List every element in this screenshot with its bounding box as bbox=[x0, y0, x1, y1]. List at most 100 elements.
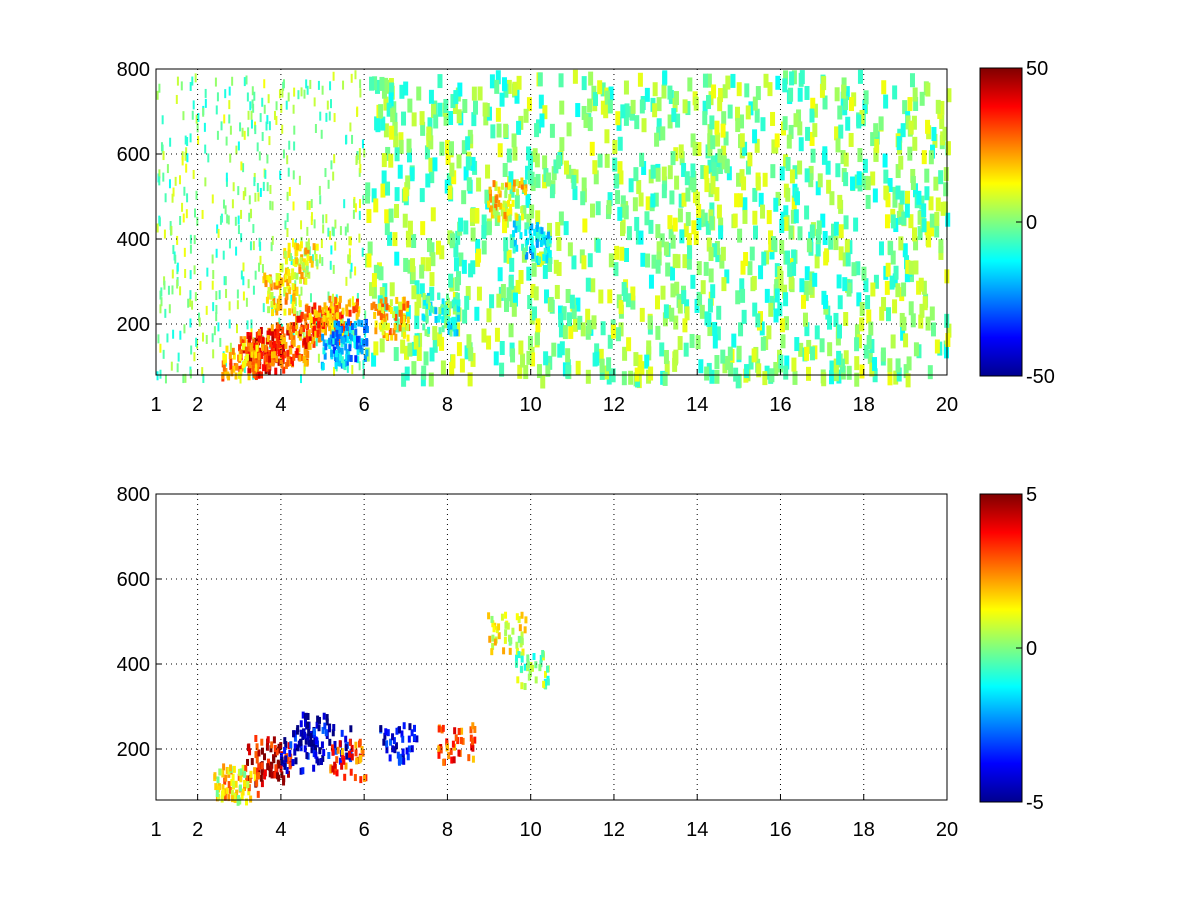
top-noise-cell bbox=[863, 175, 869, 190]
top-noise-cell bbox=[406, 233, 412, 248]
top-heatmap-cell bbox=[267, 275, 271, 283]
top-heatmap-cell bbox=[347, 354, 351, 362]
bottom-heatmap-cell bbox=[214, 783, 218, 791]
bottom-heatmap-cell bbox=[408, 723, 412, 731]
top-noise-cell bbox=[671, 108, 677, 123]
top-noise-cell bbox=[780, 211, 786, 226]
top-noise-cell bbox=[273, 110, 276, 120]
bottom-x-tick-label: 2 bbox=[192, 819, 203, 841]
top-heatmap-cell bbox=[296, 243, 300, 251]
top-noise-cell bbox=[675, 113, 681, 128]
top-noise-cell bbox=[651, 254, 657, 269]
top-noise-cell bbox=[799, 278, 805, 293]
bottom-heatmap-cell bbox=[221, 789, 225, 797]
top-noise-cell bbox=[793, 209, 799, 224]
top-noise-cell bbox=[476, 286, 482, 301]
top-noise-cell bbox=[158, 83, 161, 93]
top-noise-cell bbox=[945, 332, 951, 347]
top-noise-cell bbox=[476, 177, 482, 192]
top-noise-cell bbox=[540, 374, 546, 389]
top-noise-cell bbox=[652, 82, 658, 97]
top-heatmap-cell bbox=[241, 361, 245, 369]
top-noise-cell bbox=[764, 288, 770, 303]
top-noise-cell bbox=[803, 287, 809, 302]
top-noise-cell bbox=[465, 136, 471, 151]
bottom-heatmap-cell bbox=[454, 734, 458, 742]
top-heatmap-cell bbox=[492, 180, 496, 188]
bottom-heatmap-cell bbox=[504, 611, 508, 619]
top-heatmap-cell bbox=[546, 239, 550, 247]
top-heatmap-cell bbox=[312, 340, 316, 348]
top-heatmap-cell bbox=[272, 340, 276, 348]
top-noise-cell bbox=[673, 349, 679, 364]
top-noise-cell bbox=[797, 226, 803, 241]
top-noise-cell bbox=[646, 340, 652, 355]
top-noise-cell bbox=[489, 294, 495, 309]
top-noise-cell bbox=[506, 79, 512, 94]
top-noise-cell bbox=[287, 92, 290, 102]
bottom-x-tick-label: 12 bbox=[603, 819, 625, 841]
top-heatmap-cell bbox=[282, 341, 286, 349]
top-heatmap-cell bbox=[519, 232, 523, 240]
top-heatmap-cell bbox=[456, 314, 460, 322]
top-heatmap-cell bbox=[362, 339, 366, 347]
bottom-heatmap-cell bbox=[546, 678, 550, 686]
bottom-heatmap-cell bbox=[250, 758, 254, 766]
top-heatmap-cell bbox=[447, 321, 451, 329]
top-heatmap-cell bbox=[271, 359, 275, 367]
top-heatmap-cell bbox=[277, 358, 281, 366]
top-heatmap-cell bbox=[531, 251, 535, 259]
bottom-heatmap-cell bbox=[527, 673, 531, 681]
top-noise-cell bbox=[449, 233, 455, 248]
bottom-heatmap-cell bbox=[245, 775, 249, 783]
top-noise-cell bbox=[266, 154, 269, 164]
top-noise-cell bbox=[696, 216, 702, 231]
bottom-heatmap-cell bbox=[343, 773, 347, 781]
top-heatmap-cell bbox=[250, 350, 254, 358]
bottom-heatmap-cell bbox=[288, 762, 292, 770]
top-noise-cell bbox=[240, 209, 243, 219]
top-noise-cell bbox=[456, 342, 462, 357]
top-noise-cell bbox=[207, 153, 210, 163]
top-heatmap-cell bbox=[285, 292, 289, 300]
top-noise-cell bbox=[481, 328, 487, 343]
top-noise-cell bbox=[486, 308, 492, 323]
top-heatmap-cell bbox=[343, 326, 347, 334]
top-x-tick-label: 16 bbox=[769, 394, 791, 416]
top-noise-cell bbox=[371, 273, 377, 288]
bottom-heatmap-cell bbox=[307, 739, 311, 747]
top-heatmap-cell bbox=[515, 213, 519, 221]
top-noise-cell bbox=[652, 103, 658, 118]
top-heatmap-cell bbox=[517, 225, 521, 233]
top-noise-cell bbox=[429, 169, 435, 184]
bottom-heatmap-cell bbox=[230, 790, 234, 798]
top-noise-cell bbox=[385, 181, 391, 196]
top-heatmap-cell bbox=[245, 353, 249, 361]
top-noise-cell bbox=[636, 180, 642, 195]
top-noise-cell bbox=[886, 307, 892, 322]
top-heatmap-cell bbox=[298, 354, 302, 362]
top-noise-cell bbox=[386, 79, 392, 94]
top-heatmap-cell bbox=[229, 362, 233, 370]
top-heatmap-cell bbox=[324, 328, 328, 336]
top-noise-cell bbox=[753, 225, 759, 240]
top-noise-cell bbox=[161, 115, 164, 125]
top-noise-cell bbox=[722, 359, 728, 374]
top-noise-cell bbox=[606, 357, 612, 372]
top-noise-cell bbox=[321, 85, 324, 95]
top-heatmap-cell bbox=[239, 349, 243, 357]
top-x-tick-label: 8 bbox=[442, 394, 453, 416]
top-noise-cell bbox=[885, 193, 891, 208]
top-noise-cell bbox=[222, 199, 225, 209]
top-noise-cell bbox=[426, 126, 432, 141]
top-heatmap-cell bbox=[322, 314, 326, 322]
bottom-heatmap-cell bbox=[280, 756, 284, 764]
bottom-heatmap-cell bbox=[240, 792, 244, 800]
top-heatmap-cell bbox=[295, 286, 299, 294]
top-heatmap-cell bbox=[312, 326, 316, 334]
top-noise-cell bbox=[246, 320, 249, 330]
top-noise-cell bbox=[411, 234, 417, 249]
top-noise-cell bbox=[789, 71, 795, 86]
top-noise-cell bbox=[756, 363, 762, 378]
top-noise-cell bbox=[176, 76, 179, 86]
